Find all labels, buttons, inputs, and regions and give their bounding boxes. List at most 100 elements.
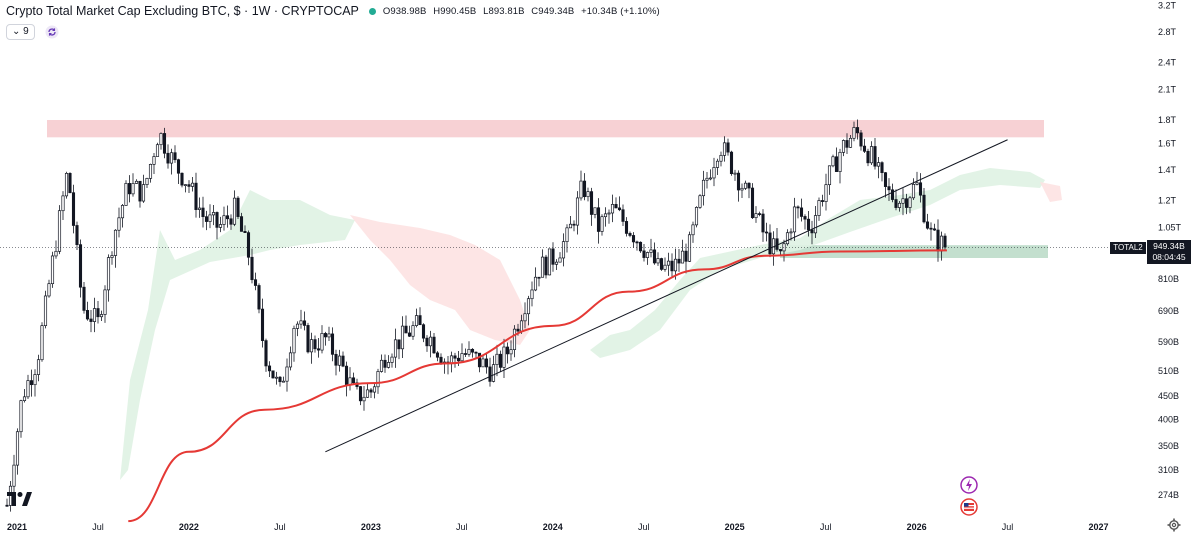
candles	[5, 119, 947, 512]
candle-body	[393, 339, 398, 358]
candle-body	[124, 183, 128, 206]
candle-body	[551, 248, 555, 265]
change-value: +10.34B (+1.10%)	[581, 5, 660, 17]
candle-body	[530, 289, 534, 300]
x-tick-label: Jul	[820, 522, 832, 532]
bearish-cloud	[350, 215, 530, 345]
candle-body	[547, 248, 552, 276]
candle-body	[673, 258, 678, 272]
candle-body	[253, 279, 258, 286]
candle-body	[421, 324, 426, 339]
x-tick-label: 2022	[179, 522, 199, 532]
candle-body	[495, 353, 499, 365]
candle-body	[313, 339, 317, 350]
candle-body	[568, 223, 573, 229]
candle-body	[859, 132, 863, 147]
candle-body	[869, 146, 874, 164]
candle-body	[166, 152, 170, 164]
candle-body	[610, 204, 615, 214]
candle-body	[687, 234, 692, 262]
tradingview-logo-icon[interactable]	[7, 492, 33, 506]
candle-body	[593, 207, 597, 215]
candle-body	[29, 380, 34, 386]
economic-event-flag-icon[interactable]	[960, 498, 978, 516]
candle-body	[309, 339, 314, 353]
y-tick-label: 1.2T	[1158, 196, 1177, 206]
y-tick-label: 400B	[1158, 414, 1179, 424]
candle-body	[299, 320, 303, 325]
candle-body	[491, 364, 496, 382]
candle-body	[922, 194, 926, 223]
x-tick-label: 2026	[907, 522, 927, 532]
candle-body	[498, 353, 503, 368]
candle-body	[866, 150, 870, 164]
candle-body	[141, 184, 146, 202]
candle-body	[400, 325, 405, 350]
candle-body	[908, 197, 912, 208]
candle-body	[838, 151, 842, 172]
candle-body	[677, 258, 681, 264]
candle-body	[82, 286, 86, 311]
candle-body	[225, 215, 230, 220]
candle-body	[176, 159, 181, 174]
candle-body	[750, 187, 755, 219]
candle-body	[106, 257, 111, 291]
candle-body	[792, 206, 797, 233]
candle-body	[131, 183, 135, 195]
candle-body	[250, 256, 254, 281]
ichimoku-cloud	[120, 168, 1062, 480]
candle-body	[36, 359, 41, 375]
candle-body	[236, 197, 240, 217]
candle-body	[799, 207, 804, 217]
candle-body	[558, 257, 562, 263]
gear-icon[interactable]	[1167, 518, 1181, 532]
candle-body	[162, 133, 167, 154]
candle-body	[383, 359, 387, 368]
candle-body	[89, 318, 93, 322]
candle-body	[855, 127, 860, 134]
candle-body	[785, 232, 790, 245]
moving-average-line	[128, 249, 947, 523]
candle-body	[215, 212, 219, 228]
candle-body	[127, 183, 132, 195]
candle-body	[47, 283, 51, 297]
indicators-toggle[interactable]: ⌄ 9	[6, 24, 35, 40]
candle-body	[827, 165, 832, 186]
candle-body	[148, 164, 153, 179]
candle-body	[810, 229, 814, 234]
y-tick-label: 590B	[1158, 337, 1179, 347]
candle-body	[516, 328, 520, 332]
x-tick-label: Jul	[274, 522, 286, 532]
candle-body	[757, 213, 762, 215]
candle-body	[19, 400, 23, 433]
candle-body	[435, 352, 440, 358]
candle-body	[40, 325, 44, 361]
refresh-icon[interactable]	[45, 25, 59, 39]
lightning-event-icon[interactable]	[960, 476, 978, 494]
x-tick-label: 2025	[725, 522, 745, 532]
ohlc-values: O938.98B H990.45B L893.81B C949.34B +10.…	[383, 6, 664, 17]
candle-body	[656, 258, 660, 264]
candle-body	[540, 256, 545, 278]
candle-body	[306, 325, 310, 353]
candle-body	[621, 209, 625, 222]
candle-body	[512, 328, 517, 350]
candle-body	[712, 167, 716, 179]
candle-body	[911, 184, 916, 199]
candle-body	[295, 323, 300, 329]
moving-average	[128, 249, 947, 523]
candle-body	[645, 252, 650, 258]
candle-body	[589, 191, 594, 215]
candle-body	[932, 228, 937, 231]
candle-body	[876, 162, 881, 167]
y-tick-label: 3.2T	[1158, 0, 1177, 10]
candle-body	[344, 365, 349, 386]
candle-body	[75, 225, 79, 245]
candle-body	[502, 346, 506, 368]
y-tick-label: 1.6T	[1158, 138, 1177, 148]
candle-body	[561, 241, 566, 259]
bar-countdown: 08:04:45	[1152, 252, 1186, 262]
candle-body	[775, 238, 779, 250]
symbol-title[interactable]: Crypto Total Market Cap Excluding BTC, $…	[6, 4, 359, 18]
